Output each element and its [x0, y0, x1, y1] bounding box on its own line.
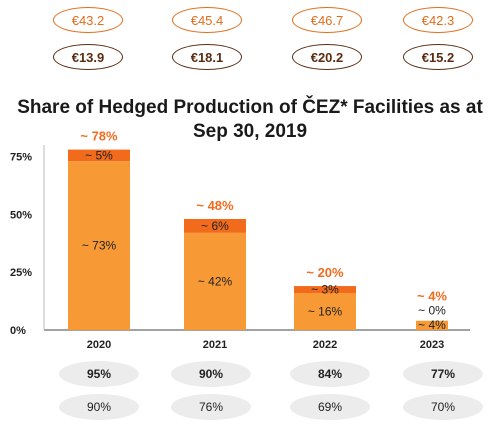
x-tick-label: 2020: [87, 339, 111, 351]
bar-segment-base: [68, 161, 130, 330]
bold-pct-2022: 84%: [290, 361, 370, 387]
y-tick-label: 75%: [10, 152, 32, 164]
hedged-production-chart: 0% 25% 50% 75% ~ 73% ~ 5% ~ 78% 2020 ~ 42% ~ 6% ~ …: [10, 129, 470, 351]
price-2023-row2: €15.2: [403, 44, 473, 70]
plain-pct-2020: 90%: [59, 394, 139, 420]
bold-pct-2020: 95%: [59, 361, 139, 387]
price-2021-row2: €18.1: [172, 44, 242, 70]
plain-pct-2021: 76%: [171, 394, 251, 420]
bold-pct-2023: 77%: [403, 361, 483, 387]
total-label: ~ 78%: [80, 129, 118, 144]
bar-segment-base: [416, 320, 448, 330]
x-tick-label: 2021: [203, 339, 227, 351]
x-tick-label: 2022: [313, 339, 337, 351]
plain-pct-2022: 69%: [290, 394, 370, 420]
bar-segment-top: [184, 218, 246, 233]
total-label: ~ 4%: [417, 289, 447, 304]
x-tick-label: 2023: [420, 339, 444, 351]
price-2021-row1: €45.4: [172, 7, 242, 33]
segment-label-base: ~ 42%: [198, 274, 233, 288]
segment-label-top: ~ 3%: [311, 283, 339, 297]
bar-segment-top: [68, 149, 130, 162]
bar-segment-base: [294, 292, 356, 330]
price-2020-row2: €13.9: [53, 44, 123, 70]
segment-label-top: ~ 6%: [201, 219, 229, 233]
total-label: ~ 48%: [196, 198, 234, 213]
price-2020-row1: €43.2: [53, 7, 123, 33]
bar-segment-top: [294, 286, 356, 293]
segment-label-top: ~ 5%: [85, 148, 113, 162]
total-label: ~ 20%: [306, 265, 344, 280]
segment-label-base: ~ 4%: [418, 318, 446, 332]
chart-title: Share of Hedged Production of ČEZ* Facil…: [17, 97, 483, 142]
y-tick-label: 50%: [10, 209, 32, 221]
segment-label-top: ~ 0%: [418, 304, 446, 318]
segment-label-base: ~ 73%: [82, 239, 117, 253]
price-2022-row1: €46.7: [292, 7, 362, 33]
y-tick-label: 25%: [10, 267, 32, 279]
bar-segment-base: [184, 232, 246, 330]
bold-pct-2021: 90%: [171, 361, 251, 387]
segment-label-base: ~ 16%: [308, 304, 343, 318]
price-2022-row2: €20.2: [292, 44, 362, 70]
price-2023-row1: €42.3: [403, 7, 473, 33]
plain-pct-2023: 70%: [403, 394, 483, 420]
y-tick-label: 0%: [10, 325, 26, 337]
